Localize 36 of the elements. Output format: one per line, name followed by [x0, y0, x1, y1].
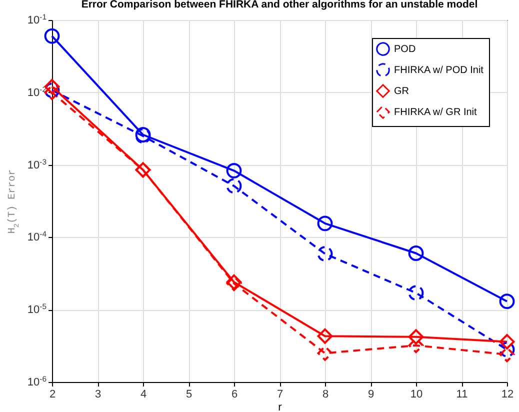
point [499, 334, 515, 350]
x-tick-label: 3 [94, 388, 102, 400]
x-axis-title: r [278, 402, 282, 412]
legend-label: FHIRKA w/ GR Init [394, 107, 478, 118]
x-tick-label: 12 [501, 388, 514, 400]
y-tick-label: 10$^{-6}$ [27, 374, 46, 388]
point [408, 338, 424, 354]
point [226, 178, 242, 194]
x-tick-label: 5 [186, 388, 192, 400]
x-tick-label: 4 [140, 388, 147, 400]
point [408, 329, 424, 345]
x-tick-label: 8 [322, 388, 329, 400]
x-tick-label: 2 [49, 388, 56, 400]
point [44, 78, 60, 94]
x-tick-label: 9 [368, 388, 374, 400]
legend-label: FHIRKA w/ POD Init [394, 65, 484, 76]
legend-label: GR [394, 86, 409, 97]
y-tick-label: 10$^{-1}$ [27, 12, 46, 26]
point [226, 162, 242, 178]
point [44, 28, 60, 44]
legend-label: POD [394, 44, 416, 55]
y-tick-label: 10$^{-3}$ [27, 156, 46, 172]
y-tick-label: 10$^{-4}$ [27, 229, 48, 244]
x-tick-label: 11 [456, 388, 468, 400]
y-tick-label: 10$^{-5}$ [27, 302, 46, 316]
x-tick-label: 7 [276, 388, 284, 400]
chart-title: Error Comparison between FHIRKA and other algorithms for an unstable model [81, 0, 478, 10]
x-tick-label: 10 [410, 388, 423, 400]
point [317, 328, 333, 344]
point [408, 246, 424, 261]
point [317, 216, 333, 232]
x-tick-label: 6 [231, 388, 238, 400]
point [499, 346, 515, 362]
point [317, 246, 333, 262]
point [499, 294, 515, 310]
point [408, 285, 424, 301]
